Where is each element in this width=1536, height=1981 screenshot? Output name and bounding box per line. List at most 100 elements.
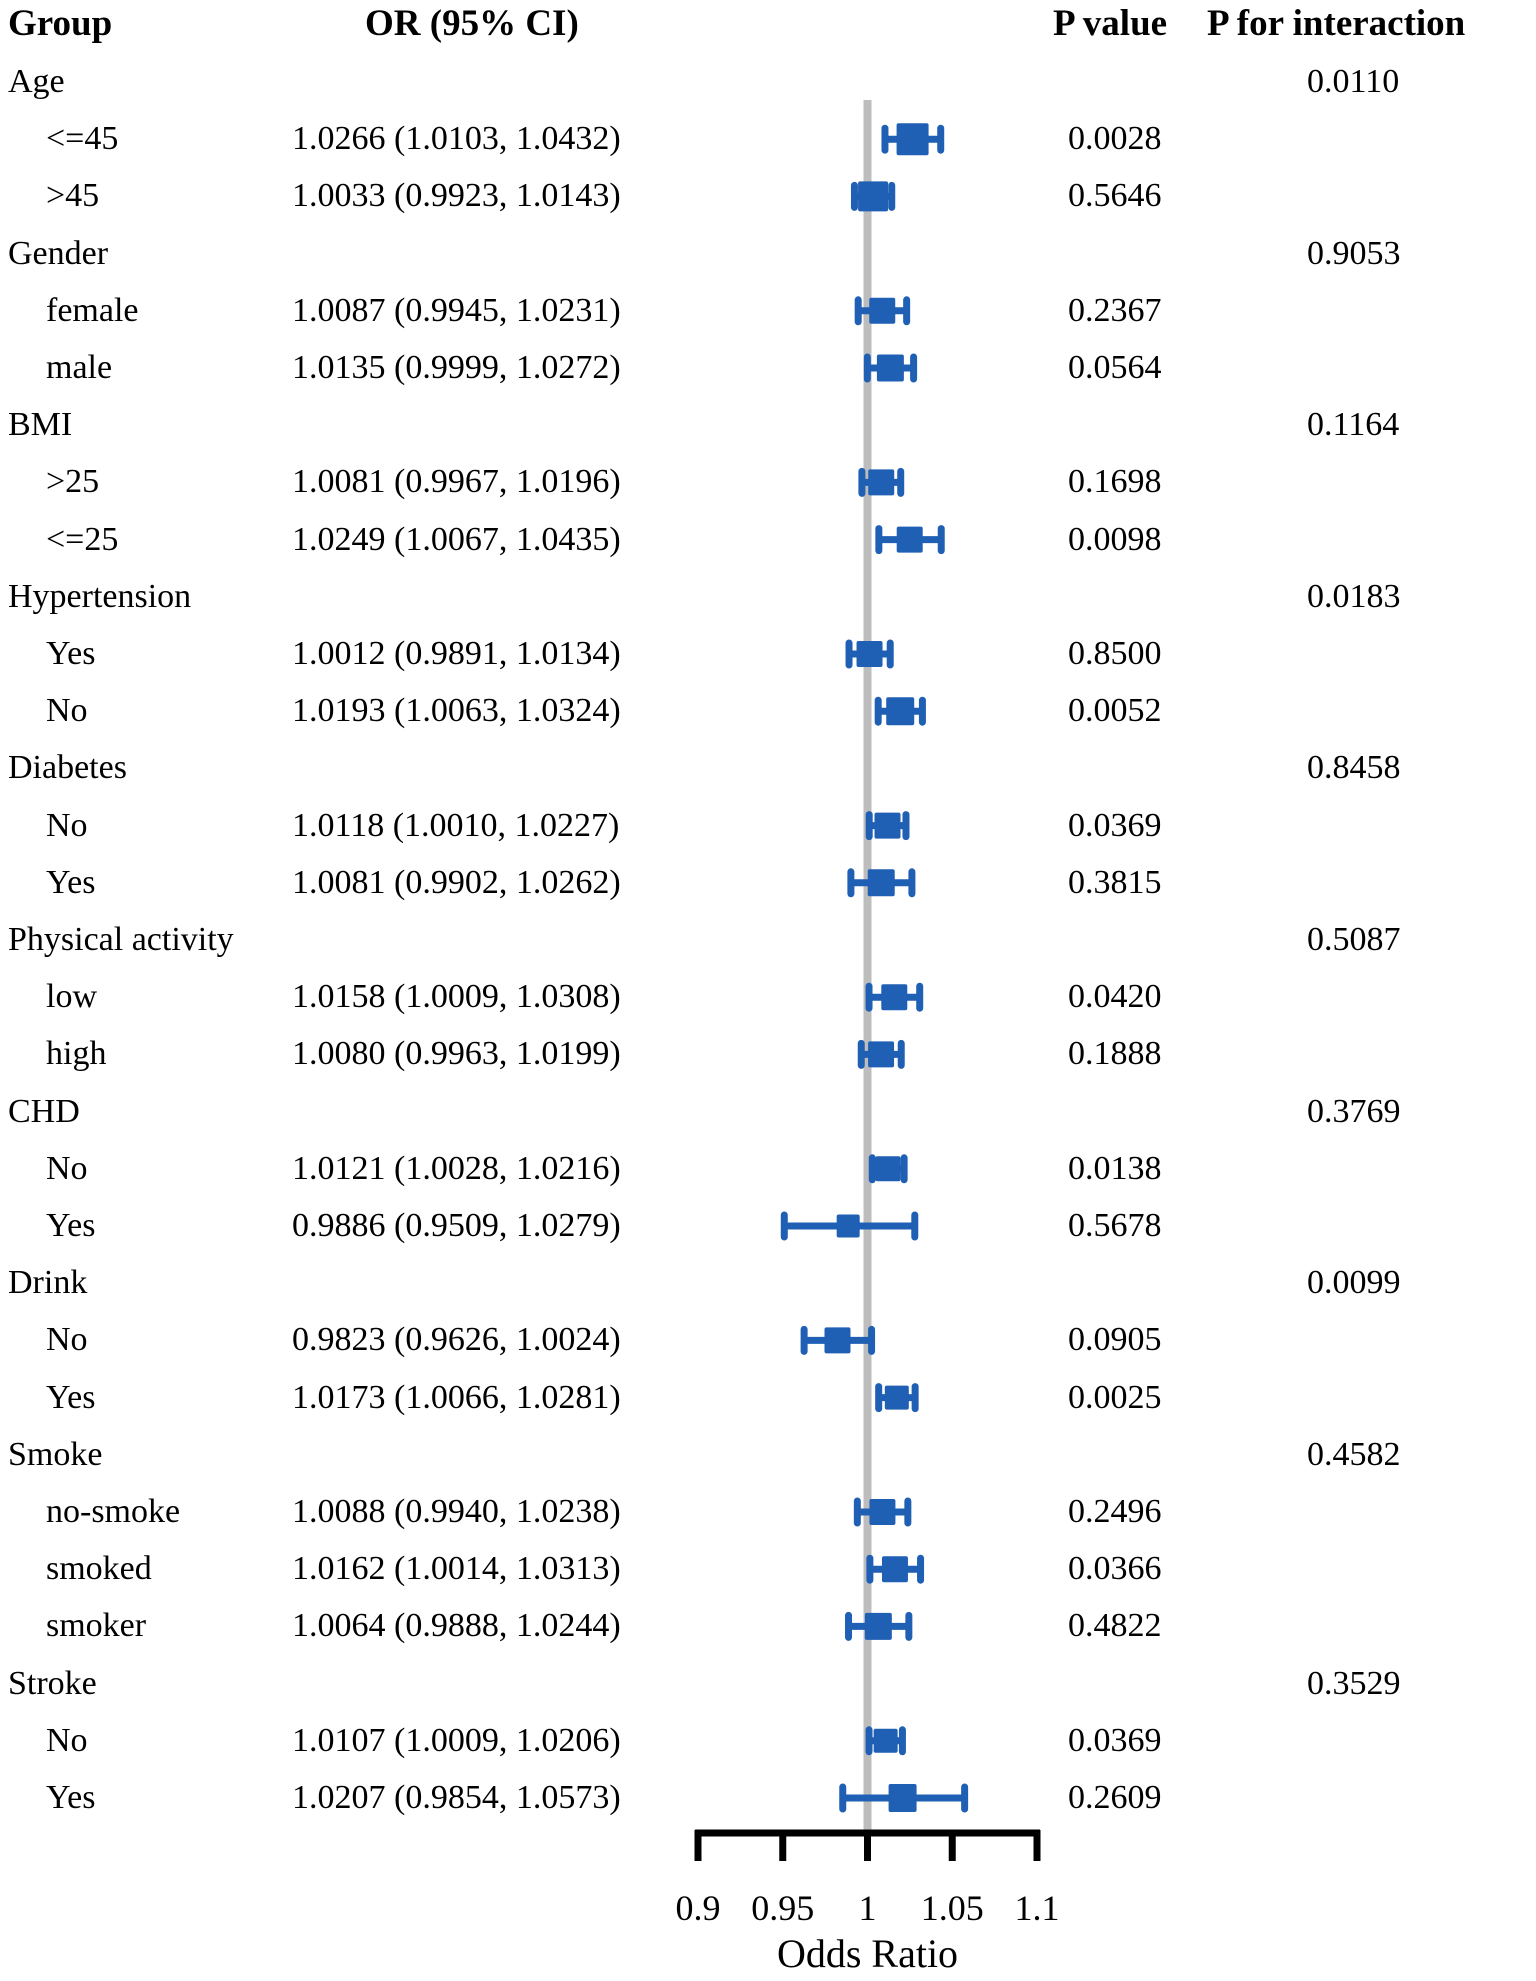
forest-marker	[780, 1211, 919, 1241]
or-ci-value: 1.0033 (0.9923, 1.0143)	[292, 177, 621, 215]
p-value: 0.5678	[1068, 1207, 1162, 1244]
subgroup-label: No	[46, 1721, 88, 1759]
or-ci-value: 1.0121 (1.0028, 1.0216)	[292, 1149, 621, 1187]
or-point-square	[868, 1041, 895, 1068]
group-label: CHD	[8, 1092, 80, 1130]
col-header-p-interaction: P for interaction	[1207, 3, 1466, 44]
p-interaction-value: 0.1164	[1307, 406, 1400, 444]
col-header-p-value: P value	[1053, 3, 1168, 44]
subgroup-label: Yes	[46, 863, 96, 901]
subgroup-label: Yes	[46, 1378, 96, 1416]
p-interaction-value: 0.0110	[1307, 63, 1400, 100]
or-ci-value: 1.0064 (0.9888, 1.0244)	[292, 1607, 621, 1645]
p-value: 0.1698	[1068, 463, 1162, 501]
p-interaction-value: 0.0183	[1307, 577, 1401, 615]
or-point-square	[867, 869, 895, 897]
or-ci-value: 1.0118 (1.0010, 1.0227)	[292, 806, 620, 844]
or-point-square	[869, 297, 896, 324]
p-value: 0.2609	[1068, 1779, 1162, 1816]
or-point-square	[881, 1556, 908, 1583]
p-interaction-value: 0.3529	[1307, 1664, 1401, 1702]
forest-marker	[874, 696, 926, 726]
p-value: 0.0369	[1068, 806, 1162, 844]
p-value: 0.0905	[1068, 1321, 1162, 1359]
p-interaction-value: 0.8458	[1307, 749, 1401, 787]
or-point-square	[869, 1499, 896, 1525]
x-axis	[694, 1829, 1041, 1861]
or-ci-value: 1.0266 (1.0103, 1.0432)	[292, 120, 621, 158]
x-tick-label: 1	[859, 1888, 877, 1928]
x-tick-label: 0.9	[676, 1888, 721, 1928]
p-interaction-value: 0.5087	[1307, 921, 1401, 958]
p-value: 0.0138	[1068, 1149, 1162, 1187]
subgroup-label: Yes	[46, 1779, 96, 1816]
or-point-square	[876, 354, 904, 382]
or-ci-value: 1.0080 (0.9963, 1.0199)	[292, 1035, 621, 1073]
p-value: 0.2496	[1068, 1493, 1162, 1530]
p-value: 0.2367	[1068, 291, 1162, 329]
or-ci-value: 0.9823 (0.9626, 1.0024)	[292, 1321, 621, 1359]
forest-marker	[881, 123, 945, 156]
p-value: 0.0025	[1068, 1378, 1162, 1416]
p-value: 0.0052	[1068, 692, 1162, 730]
or-ci-value: 1.0081 (0.9902, 1.0262)	[292, 863, 621, 901]
forest-marker	[866, 1554, 925, 1584]
or-point-square	[868, 469, 895, 496]
subgroup-label: No	[46, 1321, 88, 1359]
or-point-square	[884, 1385, 909, 1410]
or-ci-value: 1.0158 (1.0009, 1.0308)	[292, 978, 621, 1016]
forest-marker	[868, 1154, 908, 1184]
x-tick-label: 0.95	[751, 1888, 814, 1928]
or-ci-value: 1.0207 (0.9854, 1.0573)	[292, 1779, 621, 1816]
subgroup-label: high	[46, 1035, 107, 1073]
or-ci-value: 0.9886 (0.9509, 1.0279)	[292, 1207, 621, 1244]
or-ci-value: 1.0088 (0.9940, 1.0238)	[292, 1493, 621, 1530]
group-label: Stroke	[8, 1664, 97, 1702]
or-ci-value: 1.0173 (1.0066, 1.0281)	[292, 1378, 621, 1416]
p-value: 0.4822	[1068, 1607, 1162, 1645]
forest-marker	[857, 1039, 905, 1069]
subgroup-label: smoker	[46, 1607, 147, 1645]
or-point-square	[874, 812, 901, 839]
forest-marker	[865, 982, 924, 1012]
or-point-square	[875, 1156, 901, 1182]
or-point-square	[896, 526, 923, 553]
forest-marker	[839, 1783, 969, 1813]
group-label: Gender	[8, 234, 109, 272]
group-label: Age	[8, 63, 65, 100]
forest-marker	[863, 353, 918, 383]
or-point-square	[824, 1327, 851, 1354]
forest-marker	[850, 181, 896, 212]
subgroup-label: Yes	[46, 1207, 96, 1244]
x-axis-title: Odds Ratio	[777, 1931, 958, 1976]
or-point-square	[896, 123, 929, 156]
group-label: Diabetes	[8, 749, 127, 787]
subgroup-label: male	[46, 349, 113, 386]
or-point-square	[858, 181, 889, 212]
p-interaction-value: 0.4582	[1307, 1435, 1401, 1473]
subgroup-label: female	[46, 291, 139, 329]
or-point-square	[886, 697, 915, 726]
p-value: 0.8500	[1068, 635, 1162, 672]
subgroup-label: <=45	[46, 120, 119, 158]
x-tick-label: 1.1	[1015, 1888, 1060, 1928]
forest-marker	[854, 296, 911, 326]
group-label: Drink	[8, 1264, 88, 1302]
or-point-square	[888, 1784, 917, 1812]
p-value: 0.0366	[1068, 1550, 1162, 1588]
group-label: Smoke	[8, 1435, 103, 1473]
subgroup-label: >25	[46, 463, 100, 501]
subgroup-label: No	[46, 692, 88, 730]
subgroup-label: no-smoke	[46, 1493, 181, 1530]
p-value: 0.3815	[1068, 863, 1162, 901]
or-ci-value: 1.0135 (0.9999, 1.0272)	[292, 349, 621, 386]
or-point-square	[836, 1214, 860, 1238]
p-value: 0.0098	[1068, 520, 1162, 558]
or-ci-value: 1.0249 (1.0067, 1.0435)	[292, 520, 621, 558]
subgroup-label: No	[46, 1149, 88, 1187]
or-ci-value: 1.0081 (0.9967, 1.0196)	[292, 463, 621, 501]
p-value: 0.0028	[1068, 120, 1162, 158]
forest-marker	[875, 525, 945, 555]
